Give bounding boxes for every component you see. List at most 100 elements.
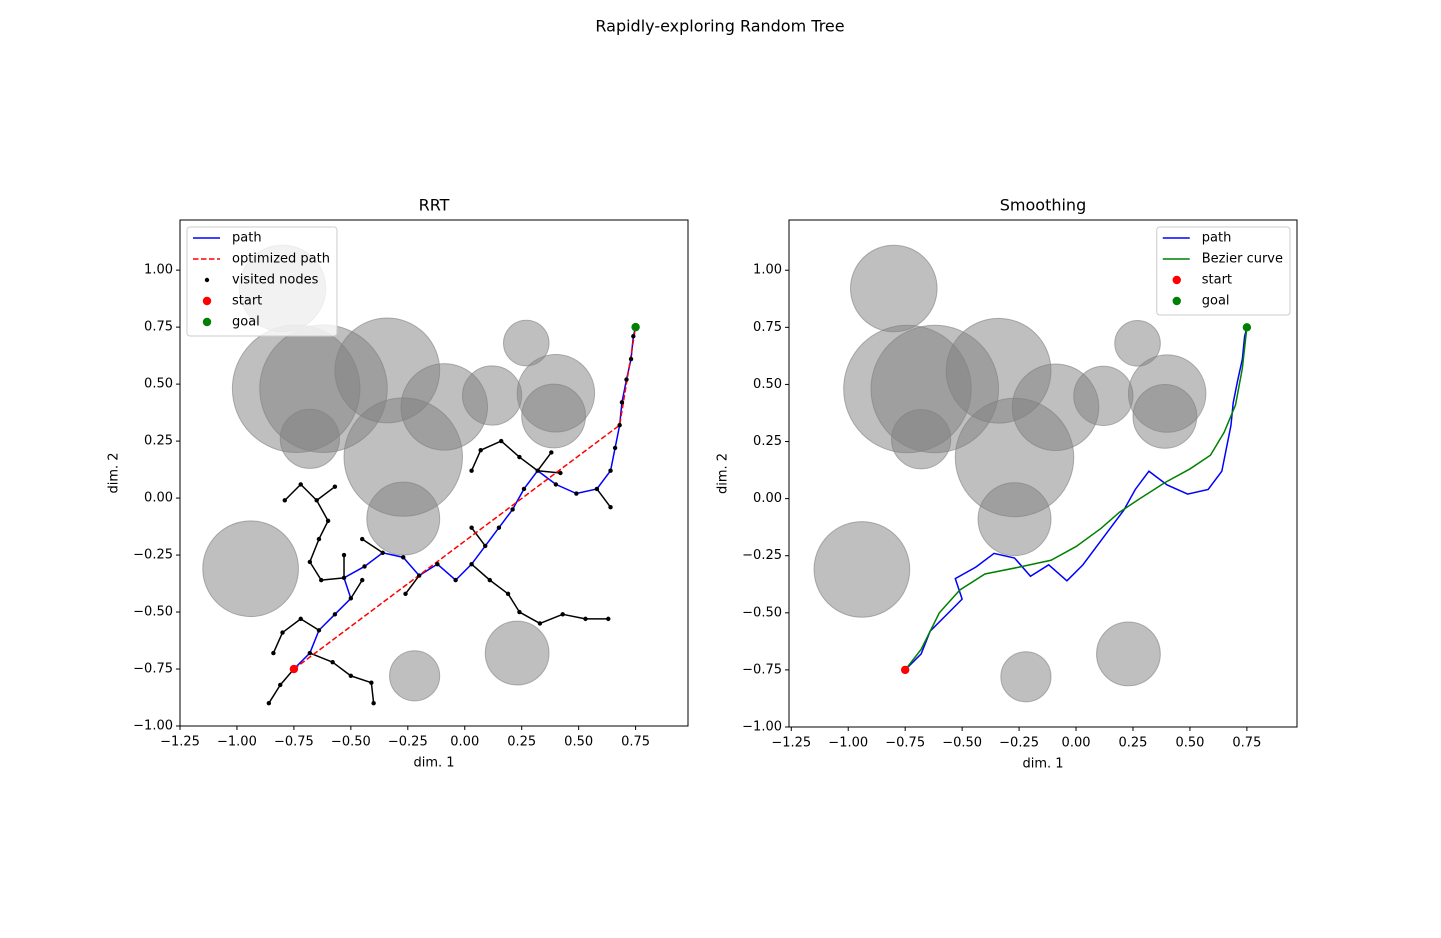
node-marker (271, 650, 276, 656)
legend-label: goal (1202, 294, 1230, 309)
legend-handle (1172, 296, 1181, 306)
x-tick-label: 0.00 (450, 735, 479, 750)
legend-handle (202, 317, 212, 327)
node-marker (298, 616, 303, 622)
tree-edge (309, 561, 322, 581)
node-marker (280, 630, 285, 635)
tree-edge (282, 618, 302, 634)
y-tick-label: 0.00 (753, 491, 782, 506)
node-marker (435, 561, 440, 567)
y-tick-label: −0.75 (742, 662, 782, 677)
tree-edge (480, 440, 502, 451)
tree-edge (321, 577, 345, 581)
node-marker (499, 438, 504, 444)
obstacle (389, 650, 441, 702)
tree-edge (519, 611, 541, 625)
tree-edge (539, 613, 563, 625)
tree-edge (470, 449, 482, 472)
y-tick-label: 0.25 (144, 434, 173, 449)
node-marker (380, 550, 385, 555)
axes: −1.25 −1.00 −0.75 −0.50 −0.25 0.00 0.25 0.50 0.7… (107, 196, 689, 771)
obstacle (977, 482, 1052, 557)
figure-title: Rapidly-exploring Random Tree (595, 17, 844, 36)
x-tick-label: 0.50 (1175, 736, 1204, 751)
node-marker (553, 482, 559, 487)
x-tick-label: 0.75 (1232, 736, 1261, 751)
legend-label: goal (232, 315, 260, 330)
node-marker (583, 616, 588, 622)
y-tick-label: −1.00 (742, 720, 782, 735)
node-marker (560, 612, 565, 617)
legend-label: Bezier curve (1202, 252, 1283, 267)
node-marker (348, 596, 354, 601)
tree-edge (309, 538, 320, 563)
node-marker (316, 536, 322, 542)
x-tick-label: 0.50 (564, 735, 593, 750)
node-marker (483, 543, 488, 549)
path-line (904, 327, 1248, 671)
obstacle (202, 520, 299, 618)
node-marker (307, 650, 313, 656)
legend-label: path (232, 231, 262, 246)
node-marker (403, 591, 408, 597)
tree-edge (332, 661, 352, 677)
node-marker (1242, 323, 1252, 332)
node-marker (278, 682, 283, 688)
legend-frame (1156, 226, 1291, 316)
tree-edge (318, 520, 329, 540)
legend: path Bezier curve start goal (1156, 226, 1291, 316)
node-marker (612, 445, 618, 451)
node-marker (619, 400, 625, 405)
x-tick-label: −1.00 (828, 736, 868, 751)
y-tick-label: 0.00 (144, 491, 173, 506)
tree-edge (489, 579, 509, 595)
axes-title: Smoothing (1000, 196, 1086, 215)
tree-edge (596, 488, 612, 508)
tree-edge (300, 483, 318, 501)
tree-edge (268, 684, 281, 704)
node-marker (453, 577, 458, 583)
tree-edge (404, 575, 420, 595)
node-marker (478, 448, 483, 453)
y-tick-label: 0.50 (753, 377, 782, 392)
y-tick-label: −0.50 (133, 605, 173, 620)
legend-label: start (1202, 273, 1232, 288)
node-marker (289, 664, 299, 674)
node-marker (628, 356, 634, 362)
node-marker (332, 612, 338, 617)
node-marker (487, 577, 493, 583)
tree-edge (284, 483, 302, 501)
tree-edge (500, 440, 520, 458)
tree-edge (471, 563, 491, 581)
tree-edge (370, 682, 375, 704)
x-tick-label: −0.50 (942, 736, 982, 751)
legend-frame (186, 226, 338, 337)
node-marker (332, 484, 338, 489)
node-marker (549, 450, 554, 455)
node-marker (469, 525, 474, 530)
axes-title: RRT (419, 196, 450, 215)
y-axis-label: dim. 2 (107, 452, 122, 493)
node-marker (325, 518, 331, 524)
obstacle (1096, 621, 1161, 687)
node-marker (401, 555, 406, 560)
x-tick-label: 0.00 (1062, 736, 1091, 751)
legend-handle (202, 296, 212, 306)
obstacle (1073, 365, 1134, 426)
axes-frame (788, 219, 1298, 728)
legend-label: path (1202, 231, 1232, 246)
node-marker (631, 322, 640, 332)
x-tick-label: −1.25 (160, 735, 200, 750)
tree-edge (507, 593, 521, 613)
node-marker (496, 525, 502, 530)
obstacle (521, 383, 586, 449)
tree-edge (470, 527, 486, 547)
node-marker (517, 454, 522, 460)
x-tick-label: −0.25 (999, 736, 1039, 751)
node-marker (362, 564, 367, 569)
node-marker (341, 575, 347, 581)
x-tick-label: 0.25 (507, 735, 536, 750)
tree-edge (272, 632, 284, 654)
